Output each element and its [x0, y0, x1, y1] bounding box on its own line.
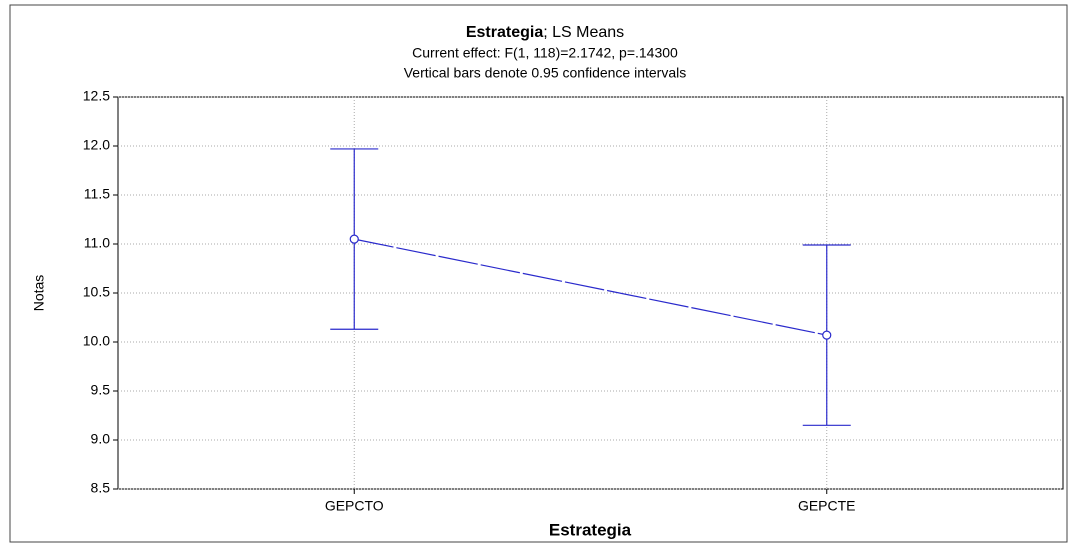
- x-axis-label: Estrategia: [549, 520, 632, 539]
- y-tick-label: 9.5: [91, 382, 111, 398]
- y-tick-label: 9.0: [91, 431, 111, 447]
- note: Vertical bars denote 0.95 confidence int…: [404, 65, 687, 81]
- y-tick-label: 11.0: [84, 235, 110, 251]
- title-rest: ; LS Means: [543, 24, 624, 41]
- mean-point: [822, 330, 832, 340]
- chart-title: Estrategia; LS Means: [466, 24, 624, 41]
- y-tick-label: 8.5: [91, 480, 111, 496]
- y-tick-label: 12.0: [83, 137, 110, 153]
- y-tick-label: 10.0: [83, 333, 110, 349]
- y-tick-label: 11.5: [84, 186, 110, 202]
- x-tick-label: GEPCTE: [798, 498, 856, 514]
- chart-frame: [9, 4, 1068, 543]
- title-bold: Estrategia: [466, 24, 543, 41]
- mean-point: [349, 234, 359, 244]
- x-tick-label: GEPCTO: [325, 498, 384, 514]
- subtitle: Current effect: F(1, 118)=2.1742, p=.143…: [412, 45, 678, 61]
- y-axis-label: Notas: [31, 275, 47, 312]
- y-tick-label: 10.5: [83, 284, 110, 300]
- mean-line: [354, 238, 827, 336]
- y-tick-label: 12.5: [83, 88, 110, 104]
